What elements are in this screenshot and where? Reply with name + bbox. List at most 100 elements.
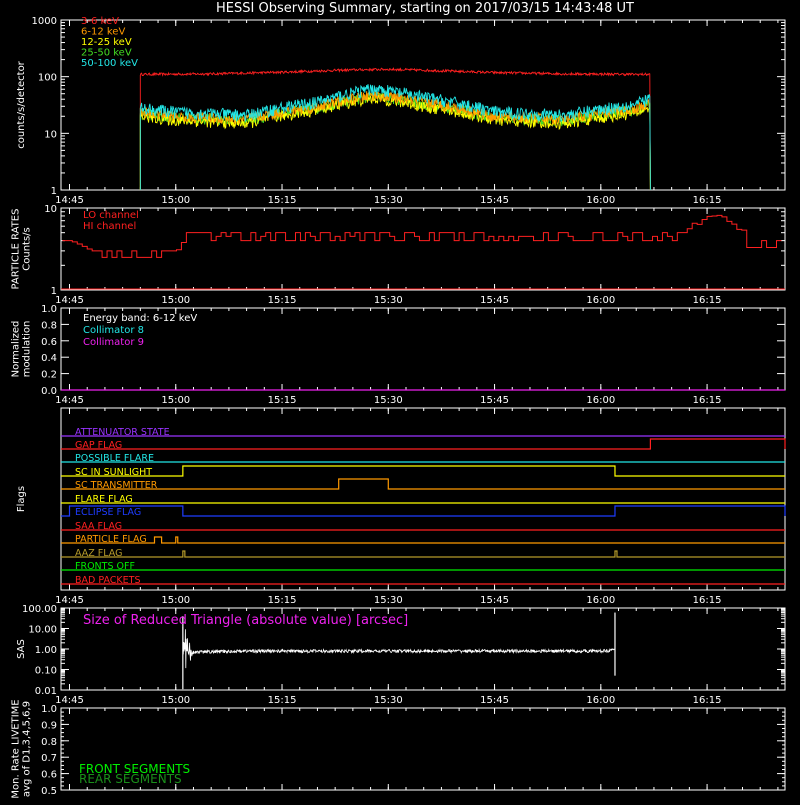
y-tick-label: 1.0 <box>41 704 57 715</box>
x-tick-label: 15:15 <box>268 695 297 706</box>
x-tick-label: 15:15 <box>268 595 297 606</box>
lo-channel-line <box>62 214 782 258</box>
x-tick-label: 16:15 <box>693 695 722 706</box>
x-tick-label: 14:45 <box>55 595 84 606</box>
particle-rate-panel-frame <box>60 207 786 291</box>
y-tick-label: 100.00 <box>22 604 57 615</box>
legend-entry: 6-12 keV <box>81 27 125 38</box>
flag-label: SC TRANSMITTER <box>75 480 158 491</box>
legend-entry: FRONT SEGMENTS <box>79 762 190 776</box>
flag-label: POSSIBLE FLARE <box>75 453 154 464</box>
y-tick-label: 100 <box>38 73 57 84</box>
x-tick-label: 16:00 <box>586 395 615 406</box>
x-tick-label: 15:45 <box>480 195 509 206</box>
flag-line <box>61 550 785 558</box>
flag-line <box>61 536 785 544</box>
legend-entry: 12-25 keV <box>81 37 132 48</box>
x-tick-label: 16:00 <box>586 695 615 706</box>
x-tick-label: 15:45 <box>480 595 509 606</box>
livetime-panel: 0.5 0.6 0.7 0.8 0.9 1.0 Mon. Rate LIVETIME avg … <box>11 699 786 799</box>
y-axis-label: PARTICLE RATES <box>11 209 22 290</box>
y-tick-label: 10 <box>44 204 57 215</box>
y-tick-label: 0.6 <box>41 770 57 781</box>
x-tick-label: 14:45 <box>55 295 84 306</box>
flags-panel: 14:45 15:00 15:15 15:30 15:45 16:00 16:15 Flags… <box>16 407 786 606</box>
x-tick-label: 16:15 <box>693 395 722 406</box>
y-axis-label: Mon. Rate LIVETIME <box>11 699 22 798</box>
x-tick-label: 16:00 <box>586 295 615 306</box>
series-line-3-6-keV <box>139 67 651 191</box>
x-tick-label: 15:30 <box>374 195 403 206</box>
x-tick-label: 15:15 <box>268 395 297 406</box>
x-tick-label: 14:45 <box>55 695 84 706</box>
x-tick-label: 15:15 <box>268 195 297 206</box>
flag-label: GAP FLAG <box>75 440 122 451</box>
flag-label: SC IN SUNLIGHT <box>75 467 152 478</box>
x-tick-label: 15:30 <box>374 695 403 706</box>
legend-entry: LO channel <box>83 210 139 221</box>
y-tick-label: 1000 <box>32 16 57 27</box>
x-tick-label: 15:00 <box>161 195 190 206</box>
y-tick-label: 1 <box>51 186 57 197</box>
modulation-panel: 14:45 15:00 15:15 15:30 15:45 16:00 16:15 0.0 0.… <box>11 304 786 406</box>
legend-entry: Collimator 8 <box>83 325 144 336</box>
legend-entry: HI channel <box>83 221 136 232</box>
flag-label: SAA FLAG <box>75 521 122 532</box>
x-tick-label: 16:15 <box>693 195 722 206</box>
x-tick-label: 15:45 <box>480 395 509 406</box>
y-axis-label: counts/s/detector <box>16 60 27 148</box>
flag-line <box>61 438 786 450</box>
y-tick-label: 0.5 <box>41 786 57 797</box>
x-tick-label: 16:15 <box>693 595 722 606</box>
x-tick-label: 16:00 <box>586 195 615 206</box>
flag-label: AAZ FLAG <box>75 548 122 559</box>
y-tick-label: 1.00 <box>35 645 57 656</box>
sas-annotation: Size of Reduced Triangle (absolute value… <box>83 613 408 628</box>
y-tick-label: 0.7 <box>41 753 57 764</box>
particle-rate-panel: 14:45 15:00 15:15 15:30 15:45 16:00 16:15 1 10 PA… <box>11 204 786 306</box>
legend-entry: 25-50 keV <box>81 48 132 59</box>
y-axis-label: avg of D1,3,4,5,6,9 <box>22 701 33 797</box>
figure-title: HESSI Observing Summary, starting on 201… <box>216 1 634 16</box>
y-tick-label: 0.2 <box>41 370 57 381</box>
sas-triangle-line <box>182 626 616 669</box>
legend-entry: REAR SEGMENTS <box>79 772 182 786</box>
legend-entry: 50-100 keV <box>81 58 138 69</box>
x-tick-label: 15:30 <box>374 295 403 306</box>
energy-band-label: Energy band: 6-12 keV <box>83 313 197 324</box>
y-axis-label: SAS <box>16 639 27 659</box>
series-line-50-100-keV <box>139 84 651 191</box>
flag-label: PARTICLE FLAG <box>75 534 147 545</box>
x-tick-label: 15:15 <box>268 295 297 306</box>
legend-entry: Collimator 9 <box>83 337 144 348</box>
x-tick-label: 14:45 <box>55 195 84 206</box>
x-tick-label: 14:45 <box>55 395 84 406</box>
flag-label: ECLIPSE FLAG <box>75 507 141 518</box>
sas-panel: 14:45 15:00 15:15 15:30 15:45 16:00 16:15 0.01 0… <box>16 604 786 706</box>
flags-panel-frame <box>60 407 786 591</box>
y-axis-label: modulation <box>22 321 33 378</box>
y-axis-label: Flags <box>16 486 27 512</box>
y-tick-label: 1 <box>51 286 57 297</box>
y-tick-label: 0.01 <box>35 686 57 697</box>
x-tick-label: 15:00 <box>161 695 190 706</box>
y-tick-label: 10.00 <box>28 625 57 636</box>
y-tick-label: 0.9 <box>41 720 57 731</box>
flag-line <box>61 478 785 490</box>
y-tick-label: 0.8 <box>41 737 57 748</box>
y-tick-label: 0.8 <box>41 320 57 331</box>
y-tick-label: 1.0 <box>41 304 57 315</box>
flag-label: BAD PACKETS <box>75 575 141 586</box>
x-tick-label: 15:00 <box>161 595 190 606</box>
legend-entry: 3-6 keV <box>81 16 119 27</box>
flag-label: FLARE FLAG <box>75 494 133 505</box>
x-tick-label: 15:30 <box>374 595 403 606</box>
y-tick-label: 0.6 <box>41 337 57 348</box>
y-axis-label: Normalized <box>11 321 22 378</box>
y-tick-label: 0.4 <box>41 353 57 364</box>
y-tick-label: 0.0 <box>41 386 57 397</box>
x-tick-label: 15:45 <box>480 295 509 306</box>
